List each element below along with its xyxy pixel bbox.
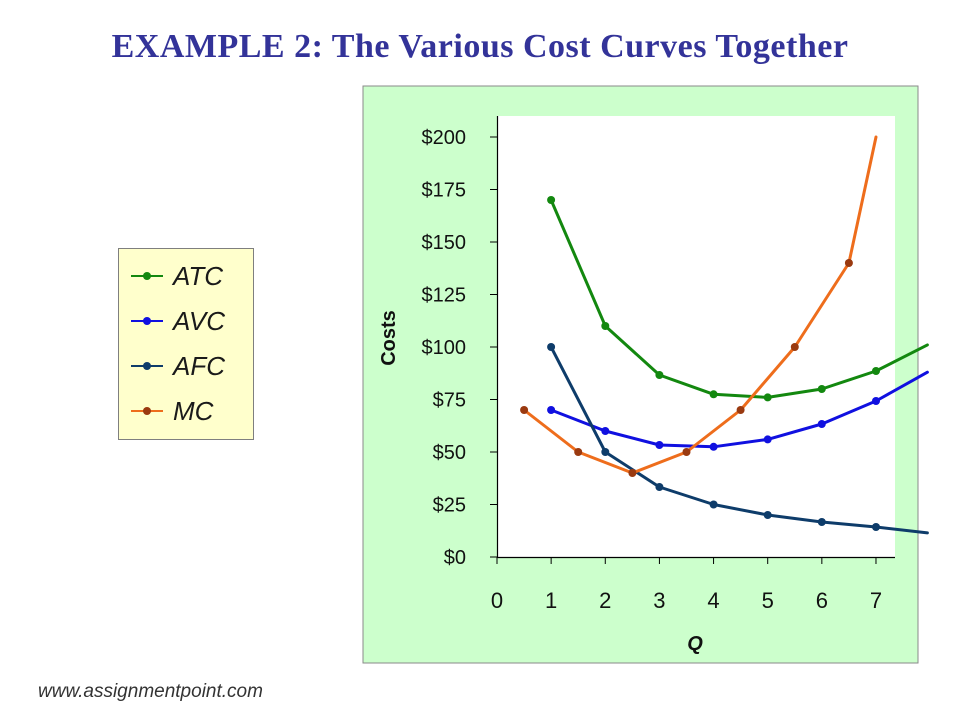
data-point-mc <box>736 406 745 414</box>
data-point-afc <box>709 500 718 509</box>
x-tick-label: 3 <box>653 588 665 613</box>
legend-label-atc: ATC <box>173 260 224 291</box>
y-tick-label: $125 <box>422 285 467 307</box>
data-point-afc <box>547 343 556 351</box>
data-point-atc <box>547 196 556 204</box>
y-tick-label: $0 <box>444 547 466 569</box>
x-tick-label: 0 <box>491 588 503 613</box>
series-line-avc <box>549 370 929 449</box>
axes: $0 $25 $50 $75 $100 $125 $150 $175 $200 0 1 2 3 4 5 6 7 <box>422 116 895 613</box>
data-point-avc <box>547 406 556 414</box>
data-point-mc <box>790 343 799 351</box>
legend-label-mc: MC <box>173 395 214 426</box>
y-tick-label: $150 <box>422 232 467 254</box>
page-title: EXAMPLE 2: The Various Cost Curves Toget… <box>111 28 849 65</box>
legend-swatch-atc <box>129 261 165 291</box>
plot-area-background <box>498 116 895 557</box>
legend-label-afc: AFC <box>173 350 225 381</box>
data-point-afc <box>601 448 610 456</box>
data-point-atc <box>872 367 880 375</box>
data-point-atc <box>763 393 772 402</box>
series-line-atc <box>549 198 929 399</box>
data-point-afc <box>763 511 772 519</box>
series-line-afc <box>549 345 929 535</box>
y-tick-label: $200 <box>422 127 467 149</box>
data-point-afc <box>655 483 664 491</box>
data-point-atc <box>655 371 664 379</box>
x-tick-label: 4 <box>707 588 719 613</box>
data-point-atc <box>601 322 610 330</box>
x-tick-label: 5 <box>762 588 774 613</box>
legend-swatch-avc <box>129 306 165 336</box>
legend-swatch-mc <box>129 396 165 426</box>
legend-label-avc: AVC <box>173 305 226 336</box>
x-tick-label: 7 <box>870 588 882 613</box>
data-point-atc <box>709 390 718 399</box>
data-point-avc <box>709 442 718 451</box>
data-point-avc <box>817 420 826 428</box>
y-axis-label: Costs <box>378 310 400 366</box>
data-point-mc <box>844 259 853 267</box>
data-point-afc <box>817 518 826 526</box>
data-point-mc <box>574 448 583 456</box>
x-tick-label: 1 <box>545 588 557 613</box>
chart-legend: ATC AVC AFC MC <box>118 248 254 440</box>
data-point-avc <box>763 435 772 444</box>
legend-item-avc: AVC <box>129 306 225 336</box>
legend-swatch-afc <box>129 351 165 381</box>
data-point-atc <box>817 385 826 393</box>
footer-website: www.assignmentpoint.com <box>38 681 263 702</box>
data-point-mc <box>628 469 637 477</box>
y-tick-label: $100 <box>422 337 467 359</box>
y-tick-label: $75 <box>433 390 466 412</box>
series-layer <box>520 135 929 535</box>
data-point-avc <box>655 441 664 449</box>
series-line-mc <box>522 135 878 475</box>
y-tick-label: $50 <box>433 442 466 464</box>
data-point-avc <box>601 427 610 435</box>
data-point-afc <box>872 523 880 531</box>
y-tick-label: $25 <box>433 495 466 517</box>
x-axis-label: Q <box>687 633 703 655</box>
data-point-mc <box>520 406 529 414</box>
legend-item-atc: ATC <box>129 261 223 291</box>
x-tick-label: 2 <box>599 588 611 613</box>
y-tick-label: $175 <box>422 180 467 202</box>
data-point-avc <box>872 397 880 405</box>
legend-item-afc: AFC <box>129 351 225 381</box>
data-point-mc <box>682 448 691 456</box>
x-tick-label: 6 <box>816 588 828 613</box>
legend-item-mc: MC <box>129 396 213 426</box>
